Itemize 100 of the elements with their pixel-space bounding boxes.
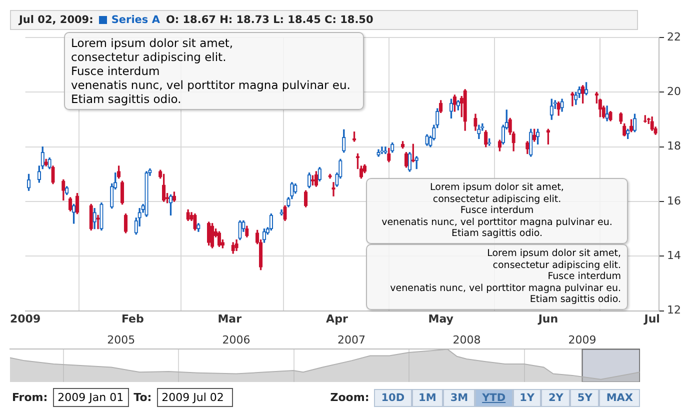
candlestick <box>262 228 266 243</box>
text: 1Y <box>512 388 542 406</box>
candlestick <box>231 242 235 254</box>
text: YTD <box>475 388 513 406</box>
text: Jul 02, 2009: <box>19 14 94 26</box>
x-tick-label: May <box>428 312 454 326</box>
candlestick <box>626 128 630 140</box>
candlestick <box>100 202 104 231</box>
candlestick <box>245 226 249 238</box>
candlestick <box>168 194 173 216</box>
text: 2009 Jan 01 <box>52 388 129 407</box>
text: 1M <box>412 388 444 406</box>
x-tick-label: Mar <box>218 312 242 326</box>
candlestick <box>294 183 298 194</box>
candlestick <box>474 114 478 131</box>
candlestick <box>207 222 211 246</box>
candlestick <box>477 124 481 140</box>
candlestick <box>605 106 609 122</box>
candlestick <box>650 116 654 131</box>
candlestick <box>342 129 346 153</box>
x-tick-label: Jul <box>643 312 660 326</box>
candlestick <box>217 231 222 247</box>
candlestick <box>307 172 312 188</box>
candlestick <box>186 209 190 221</box>
candlestick <box>48 157 52 170</box>
candlestick <box>484 130 488 148</box>
candlestick <box>328 174 332 179</box>
x-tick-label: Jun <box>537 312 558 326</box>
candlestick <box>425 134 429 146</box>
candlestick <box>452 94 457 112</box>
candlestick <box>116 166 121 179</box>
candlestick <box>144 171 148 217</box>
candlestick <box>456 100 460 110</box>
candlestick <box>332 182 336 196</box>
candlestick <box>238 220 242 240</box>
candlestick <box>234 239 238 252</box>
candlestick <box>632 114 637 132</box>
text: MAX <box>599 388 640 406</box>
text: 5Y <box>570 388 600 406</box>
candlestick <box>210 223 214 248</box>
text: To: <box>134 391 152 404</box>
text: 2009 Jul 02 <box>156 388 233 407</box>
candlestick <box>408 152 412 172</box>
candlestick <box>96 214 100 230</box>
candlestick <box>463 89 467 131</box>
callout-box: Lorem ipsum dolor sit amet, consectetur adipiscing elit. Fusce interdum venenatis nunc, vel porttitor magna pulvinar eu. Etiam sagittis odio. <box>64 32 364 110</box>
candlestick <box>72 204 76 224</box>
candlestick <box>390 142 394 153</box>
candlestick <box>584 82 588 96</box>
candlestick <box>570 92 574 106</box>
y-tick-label: 20 <box>667 85 682 98</box>
text: Zoom: <box>330 391 370 404</box>
y-tick-label: 18 <box>667 140 682 153</box>
candlestick <box>411 144 415 162</box>
candlestick <box>529 128 533 157</box>
candlestick <box>619 112 623 124</box>
candlestick <box>280 209 284 216</box>
legend-label: Series A <box>111 14 160 26</box>
y-tick-label: 14 <box>667 249 682 262</box>
x-tick-label: 2005 <box>107 333 136 346</box>
candlestick <box>629 119 634 132</box>
candlestick <box>124 213 128 234</box>
candlestick <box>498 140 502 152</box>
text: From: <box>12 391 48 404</box>
x-tick-label: Feb <box>121 312 144 326</box>
x-tick-label: 2009 <box>10 312 41 326</box>
callout-box: Lorem ipsum dolor sit amet, consectetur adipiscing elit. Fusce interdum venenatis nunc, vel porttitor magna pulvinar eu. Etiam sagittis odio. <box>366 244 628 310</box>
candlestick <box>550 98 554 120</box>
candlestick <box>314 171 318 187</box>
callout-box: Lorem ipsum dolor sit amet, consectetur adipiscing elit. Fusce interdum venenatis nunc, vel porttitor magna pulvinar eu. Etiam sagittis odio. <box>366 178 628 244</box>
x-tick-label: 2009 <box>568 333 596 346</box>
candlestick <box>404 152 408 168</box>
x-tick-label: 2008 <box>452 333 481 346</box>
candlestick <box>92 208 96 230</box>
y-tick-label: 12 <box>667 304 682 317</box>
x-tick-label: 2007 <box>338 333 366 346</box>
text: 3M <box>443 388 476 406</box>
candlestick <box>380 146 384 154</box>
candlestick <box>414 156 418 170</box>
candlestick <box>75 192 80 214</box>
candlestick <box>62 179 66 200</box>
candlestick <box>387 148 391 162</box>
y-tick-label: 22 <box>667 30 682 44</box>
candlestick <box>120 180 124 205</box>
y-tick-label: 16 <box>667 194 682 208</box>
text: 2Y <box>541 388 570 406</box>
candlestick <box>283 205 287 221</box>
text: O: 18.67 H: 18.73 L: 18.45 C: 18.50 <box>166 14 374 26</box>
x-tick-label: 2006 <box>222 333 250 346</box>
candlestick <box>384 146 388 154</box>
candlestick <box>376 149 380 157</box>
candlestick <box>608 111 612 122</box>
text: 10D <box>374 388 412 406</box>
candlestick <box>304 190 308 208</box>
candlestick <box>193 213 197 231</box>
candlestick <box>172 192 176 202</box>
candlestick <box>526 141 530 154</box>
candlestick <box>44 158 48 166</box>
candlestick <box>51 166 55 184</box>
x-tick-label: Apr <box>326 312 348 326</box>
